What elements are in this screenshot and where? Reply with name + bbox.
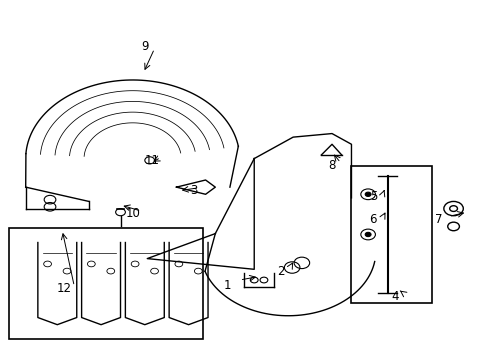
Text: 1: 1 — [224, 279, 231, 292]
Circle shape — [365, 232, 370, 237]
Text: 11: 11 — [144, 154, 159, 167]
Text: 2: 2 — [277, 265, 284, 278]
Text: 9: 9 — [141, 40, 148, 53]
Text: 5: 5 — [369, 190, 376, 203]
Text: 12: 12 — [57, 283, 72, 296]
Text: 7: 7 — [434, 213, 442, 226]
Text: 10: 10 — [125, 207, 140, 220]
Bar — [9, 228, 203, 339]
Bar — [351, 166, 431, 303]
Text: 3: 3 — [189, 184, 197, 197]
Text: 4: 4 — [391, 289, 398, 303]
Text: 6: 6 — [369, 213, 376, 226]
Circle shape — [365, 192, 370, 197]
Text: 8: 8 — [327, 159, 335, 172]
